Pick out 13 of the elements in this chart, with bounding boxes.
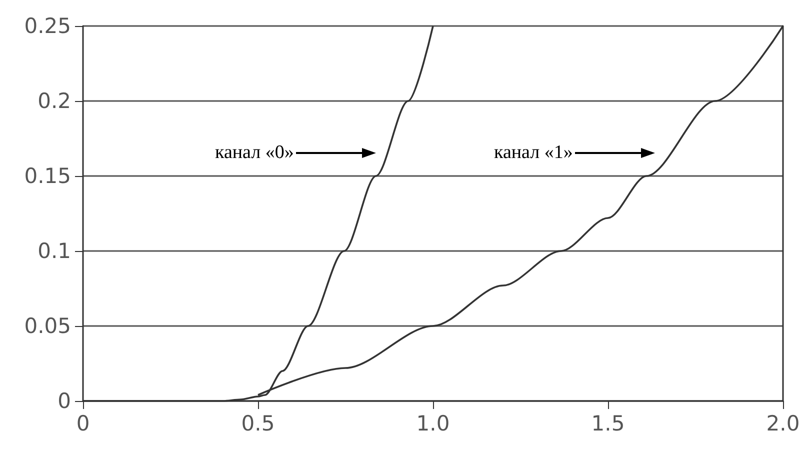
x-tick-label: 2.0 xyxy=(766,412,800,436)
y-tick-label: 0 xyxy=(58,389,71,413)
x-tick-label: 1.0 xyxy=(416,412,450,436)
annotation: канал «1» xyxy=(494,142,573,164)
y-tick-label: 0.05 xyxy=(24,314,71,338)
y-tick-label: 0.1 xyxy=(38,239,71,263)
annotation: канал «0» xyxy=(215,142,294,164)
y-tick-label: 0.25 xyxy=(24,14,71,38)
x-tick-label: 0 xyxy=(76,412,90,436)
x-tick-label: 0.5 xyxy=(241,412,275,436)
x-tick-label: 1.5 xyxy=(591,412,625,436)
y-tick-label: 0.15 xyxy=(24,164,71,188)
y-tick-label: 0.2 xyxy=(38,89,71,113)
